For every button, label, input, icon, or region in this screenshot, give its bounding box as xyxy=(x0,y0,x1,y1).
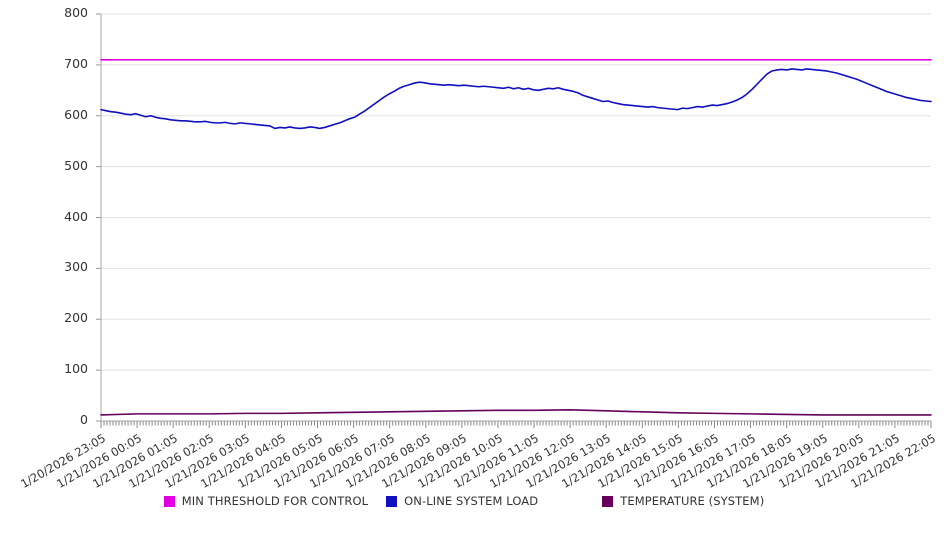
legend-item[interactable]: ON-LINE SYSTEM LOAD xyxy=(386,494,538,508)
chart-legend: MIN THRESHOLD FOR CONTROL ON-LINE SYSTEM … xyxy=(0,494,946,508)
y-axis-tick-label: 0 xyxy=(80,412,88,427)
legend-swatch-icon xyxy=(602,495,614,507)
series-paths-group xyxy=(100,58,932,416)
y-axis-tick-label: 300 xyxy=(64,259,88,275)
gridlines-group xyxy=(101,13,931,422)
series-line-3 xyxy=(100,409,932,416)
y-axis-tick-label: 600 xyxy=(64,106,88,122)
legend-item[interactable]: TEMPERATURE (SYSTEM) xyxy=(602,494,764,508)
y-axis-tick-label: 800 xyxy=(64,5,88,20)
legend-label: MIN THRESHOLD FOR CONTROL xyxy=(181,494,369,508)
y-axis-tick-label: 700 xyxy=(64,55,88,71)
legend-swatch-icon xyxy=(386,495,398,507)
y-axis-tick-label: 400 xyxy=(64,208,88,224)
x-axis-ticks-group xyxy=(96,13,932,428)
plot-area xyxy=(96,13,932,428)
legend-item[interactable]: MIN THRESHOLD FOR CONTROL xyxy=(163,494,369,508)
y-axis-tick-label: 100 xyxy=(64,361,88,377)
legend-label: ON-LINE SYSTEM LOAD xyxy=(404,494,539,508)
chart-container: 800 700 600 500 400 300 200 100 0 1/20/2026 23:0… xyxy=(0,5,946,508)
legend-label: TEMPERATURE (SYSTEM) xyxy=(620,494,765,508)
legend-swatch-icon xyxy=(163,495,175,507)
y-axis-tick-label: 200 xyxy=(64,310,88,326)
series-line-2 xyxy=(100,68,932,130)
y-axis-tick-label: 500 xyxy=(64,157,88,173)
